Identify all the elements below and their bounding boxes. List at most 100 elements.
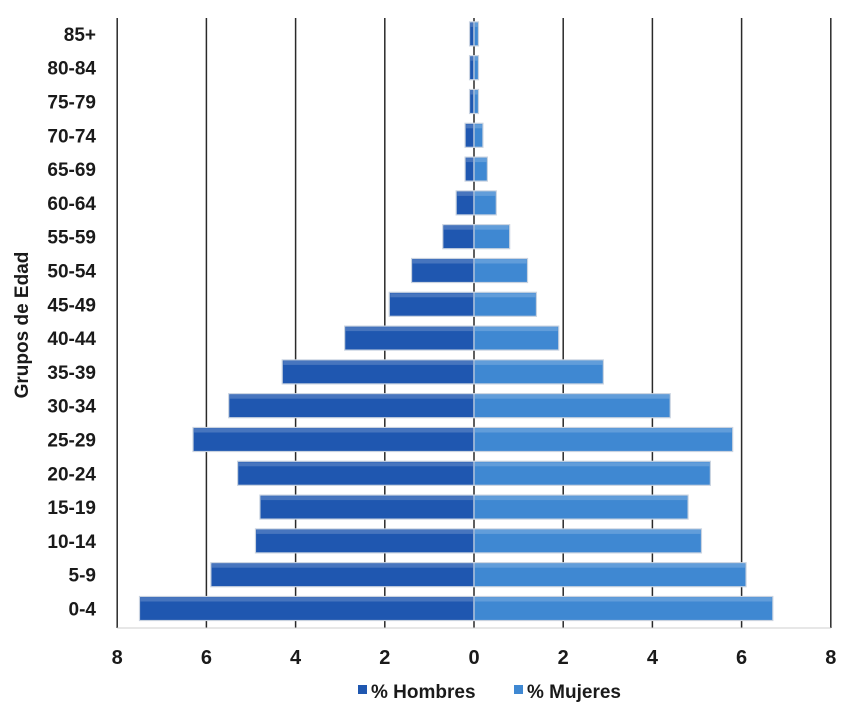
bar-highlight bbox=[475, 428, 732, 433]
bar-highlight bbox=[475, 529, 701, 534]
bar-mujeres-70-74 bbox=[473, 122, 484, 148]
bar-mujeres-5-9 bbox=[473, 562, 747, 588]
bar-highlight bbox=[390, 293, 473, 298]
legend-label-hombres: % Hombres bbox=[371, 682, 476, 703]
category-label: 25-29 bbox=[47, 431, 96, 452]
bar-highlight bbox=[345, 327, 473, 332]
bar-highlight bbox=[475, 191, 496, 196]
category-label: 50-54 bbox=[47, 262, 96, 283]
bar-mujeres-10-14 bbox=[473, 528, 703, 554]
bar-hombres-20-24 bbox=[237, 460, 475, 486]
bar-highlight bbox=[475, 360, 603, 365]
bar-hombres-30-34 bbox=[228, 393, 475, 419]
bar-highlight bbox=[475, 56, 478, 61]
category-label: 5-9 bbox=[69, 566, 96, 587]
bar-highlight bbox=[260, 496, 473, 501]
bar-highlight bbox=[140, 597, 473, 602]
category-label: 35-39 bbox=[47, 363, 96, 384]
x-tick-label: 0 bbox=[468, 647, 479, 669]
x-tick-label: 8 bbox=[112, 647, 123, 669]
bar-highlight bbox=[256, 529, 473, 534]
x-tick-label: 6 bbox=[201, 647, 212, 669]
bar-hombres-50-54 bbox=[410, 257, 475, 284]
category-label: 10-14 bbox=[47, 532, 96, 553]
bar-mujeres-35-39 bbox=[473, 359, 604, 385]
category-label: 55-59 bbox=[47, 228, 96, 249]
category-labels: 85+ 80-84 75-79 70-74 65-69 60-64 55-59 50-54 45… bbox=[47, 25, 96, 621]
bar-highlight bbox=[475, 563, 746, 568]
bar-highlight bbox=[475, 22, 478, 27]
x-tick-label: 6 bbox=[736, 647, 747, 669]
bar-highlight bbox=[229, 394, 473, 399]
category-label: 15-19 bbox=[47, 498, 96, 519]
bar-highlight bbox=[412, 259, 473, 264]
bar-mujeres-55-59 bbox=[473, 224, 511, 250]
legend-label-mujeres: % Mujeres bbox=[527, 682, 621, 703]
bar-highlight bbox=[475, 462, 710, 467]
bar-mujeres-45-49 bbox=[473, 291, 538, 317]
bar-mujeres-85plus bbox=[473, 21, 480, 47]
bar-mujeres-40-44 bbox=[473, 325, 560, 351]
bar-highlight bbox=[475, 124, 482, 129]
bar-mujeres-15-19 bbox=[473, 494, 689, 520]
bar-mujeres-75-79 bbox=[473, 88, 480, 115]
bar-highlight bbox=[470, 56, 473, 61]
bar-highlight bbox=[466, 124, 473, 129]
x-tick-label: 4 bbox=[647, 647, 659, 669]
bar-highlight bbox=[457, 191, 473, 196]
bar-highlight bbox=[475, 293, 536, 298]
legend: % Hombres % Mujeres bbox=[358, 682, 621, 703]
bar-highlight bbox=[238, 462, 473, 467]
bar-hombres-40-44 bbox=[344, 325, 475, 351]
bar-highlight bbox=[194, 428, 473, 433]
bar-mujeres-65-69 bbox=[473, 156, 488, 182]
category-label: 0-4 bbox=[69, 600, 97, 621]
bar-highlight bbox=[470, 22, 473, 27]
category-label: 70-74 bbox=[47, 126, 96, 147]
category-label: 80-84 bbox=[47, 59, 96, 80]
category-label: 20-24 bbox=[47, 464, 96, 485]
x-tick-label: 8 bbox=[825, 647, 836, 669]
bar-hombres-15-19 bbox=[259, 494, 475, 520]
bar-highlight bbox=[475, 225, 509, 230]
y-axis-title: Grupos de Edad bbox=[12, 252, 33, 399]
bar-hombres-45-49 bbox=[388, 291, 475, 317]
bar-highlight bbox=[475, 327, 558, 332]
bar-mujeres-80-84 bbox=[473, 55, 480, 81]
x-tick-label: 2 bbox=[379, 647, 390, 669]
category-label: 85+ bbox=[64, 25, 96, 46]
x-tick-label: 4 bbox=[290, 647, 302, 669]
bar-hombres-25-29 bbox=[192, 426, 475, 453]
bar-highlight bbox=[475, 394, 670, 399]
bar-mujeres-30-34 bbox=[473, 393, 671, 419]
bar-hombres-0-4 bbox=[138, 595, 475, 622]
bar-mujeres-50-54 bbox=[473, 257, 529, 284]
bar-highlight bbox=[211, 563, 474, 568]
bar-highlight bbox=[470, 90, 473, 95]
category-label: 45-49 bbox=[47, 295, 96, 316]
bar-highlight bbox=[475, 259, 527, 264]
category-label: 40-44 bbox=[47, 329, 96, 350]
x-tick-label: 2 bbox=[558, 647, 569, 669]
bar-highlight bbox=[443, 225, 473, 230]
bar-highlight bbox=[283, 360, 473, 365]
bar-highlight bbox=[475, 496, 688, 501]
bar-highlight bbox=[475, 90, 478, 95]
bar-mujeres-25-29 bbox=[473, 426, 734, 453]
grid-lines bbox=[116, 18, 832, 628]
bars bbox=[138, 21, 774, 622]
bar-hombres-10-14 bbox=[254, 528, 475, 554]
category-label: 60-64 bbox=[47, 194, 96, 215]
x-tick-labels: 8 6 4 2 0 2 4 6 8 bbox=[112, 647, 837, 669]
bar-highlight bbox=[475, 597, 772, 602]
bar-mujeres-60-64 bbox=[473, 190, 497, 216]
category-label: 65-69 bbox=[47, 160, 96, 181]
bar-highlight bbox=[466, 158, 473, 163]
bar-highlight bbox=[475, 158, 487, 163]
category-label: 75-79 bbox=[47, 93, 96, 114]
legend-swatch-mujeres bbox=[514, 685, 523, 694]
bar-mujeres-0-4 bbox=[473, 595, 774, 622]
bar-mujeres-20-24 bbox=[473, 460, 711, 486]
category-label: 30-34 bbox=[47, 397, 96, 418]
